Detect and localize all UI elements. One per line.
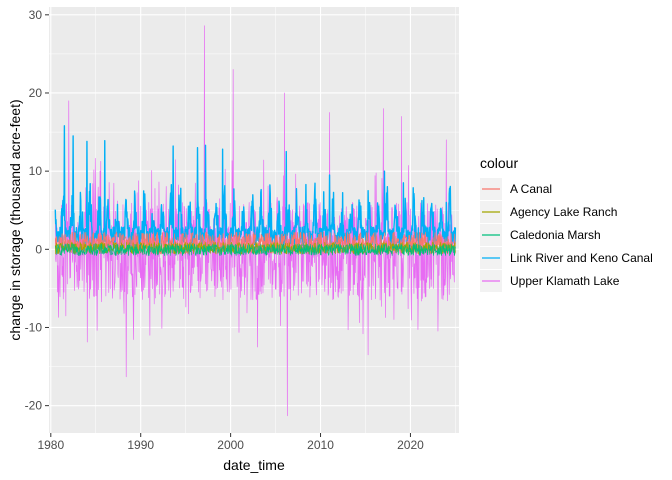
series-line-a-canal	[54, 231, 456, 255]
x-tick-label: 1980	[37, 438, 64, 452]
y-tick-label: -10	[25, 320, 43, 334]
y-axis: -20 -10 0 10 20 30	[25, 8, 49, 413]
y-tick-label: 30	[29, 8, 43, 22]
x-tick-label: 2020	[397, 438, 424, 452]
legend-label: Link River and Keno Canal	[510, 251, 653, 265]
y-tick-label: -20	[25, 399, 43, 413]
y-tick-label: 0	[35, 242, 42, 256]
series-layer	[54, 25, 457, 417]
legend-label: Agency Lake Ranch	[510, 205, 617, 219]
legend-label: Upper Klamath Lake	[510, 274, 620, 288]
legend-label: A Canal	[510, 182, 552, 196]
y-tick-label: 10	[29, 164, 43, 178]
x-axis: 1980 1990 2000 2010 2020	[37, 433, 424, 452]
y-axis-title: change in storage (thousand acre-feet)	[7, 99, 23, 340]
x-axis-title: date_time	[223, 457, 285, 473]
legend-label: Caledonia Marsh	[510, 228, 601, 242]
legend: colour A Canal Agency Lake Ranch Caledonia…	[480, 155, 653, 292]
y-tick-label: 20	[29, 86, 43, 100]
x-tick-label: 2010	[307, 438, 334, 452]
legend-items: A Canal Agency Lake Ranch Caledonia Marsh L…	[480, 178, 653, 292]
x-tick-label: 1990	[127, 438, 154, 452]
series-line-caledonia-marsh	[55, 243, 456, 256]
x-tick-label: 2000	[217, 438, 244, 452]
legend-title: colour	[480, 155, 518, 171]
